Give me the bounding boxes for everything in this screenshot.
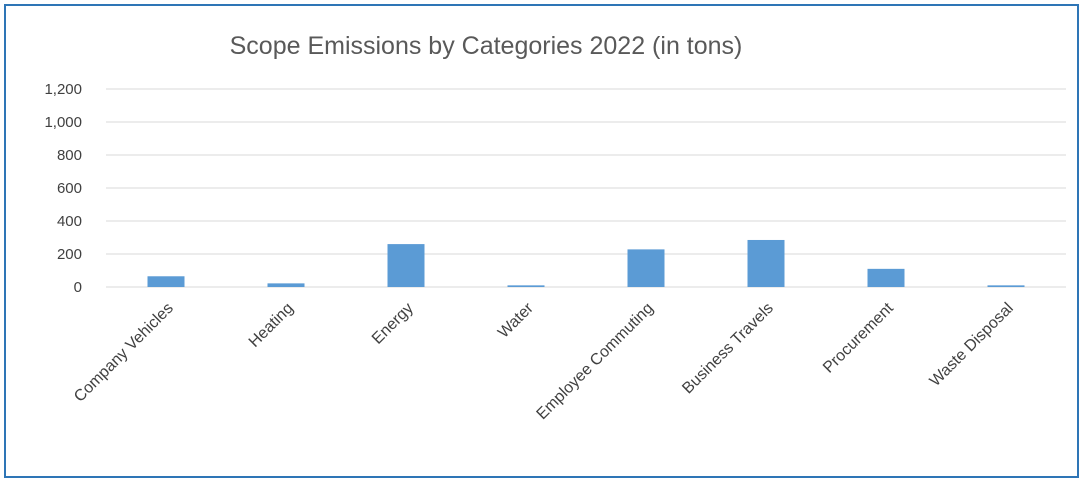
x-category-label: Employee Commuting bbox=[534, 300, 657, 423]
x-category-label: Heating bbox=[246, 300, 297, 351]
y-tick-label: 200 bbox=[57, 246, 82, 263]
x-category-label: Procurement bbox=[820, 299, 897, 376]
y-tick-label: 1,200 bbox=[44, 81, 82, 98]
bar-employee-commuting bbox=[627, 249, 665, 287]
chart-frame bbox=[4, 4, 1079, 478]
bar-business-travels bbox=[747, 239, 785, 287]
bar-heating bbox=[267, 283, 305, 287]
chart-title: Scope Emissions by Categories 2022 (in t… bbox=[230, 32, 743, 60]
x-category-label: Business Travels bbox=[679, 300, 777, 398]
bar-energy bbox=[387, 244, 425, 287]
x-category-label: Energy bbox=[369, 300, 417, 348]
y-tick-label: 1,000 bbox=[44, 114, 82, 131]
y-tick-label: 400 bbox=[57, 213, 82, 230]
bar-waste-disposal bbox=[987, 285, 1025, 287]
gridlines bbox=[106, 88, 1066, 288]
y-tick-label: 600 bbox=[57, 180, 82, 197]
x-category-label: Company Vehicles bbox=[71, 300, 177, 406]
x-category-label: Waste Disposal bbox=[927, 300, 1017, 390]
y-axis-tick-labels: 0 200 400 600 800 1,000 1,200 bbox=[44, 81, 82, 296]
bar-company-vehicles bbox=[147, 276, 185, 287]
y-tick-label: 0 bbox=[74, 279, 82, 296]
x-category-label: Water bbox=[495, 299, 537, 341]
x-axis-category-labels: Company Vehicles Heating Energy WaterEmploy… bbox=[71, 299, 1017, 423]
bars bbox=[147, 239, 1025, 287]
bar-procurement bbox=[867, 268, 905, 287]
bar-water bbox=[507, 285, 545, 287]
y-tick-label: 800 bbox=[57, 147, 82, 164]
